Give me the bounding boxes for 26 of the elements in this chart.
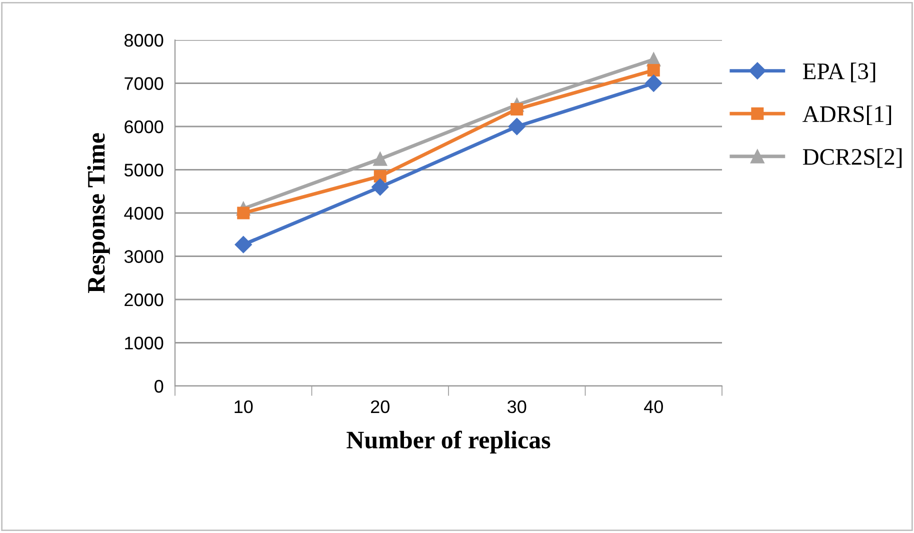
- legend-label: DCR2S[2]: [802, 148, 902, 168]
- x-axis-title: Number of replicas: [346, 430, 550, 454]
- point: [372, 178, 389, 196]
- y-tick-label: 0: [154, 380, 164, 393]
- point: [237, 206, 250, 220]
- y-tick-label: 7000: [124, 77, 164, 90]
- y-tick-label: 6000: [124, 120, 164, 134]
- x-tick-label: 40: [644, 400, 663, 414]
- legend-label: EPA [3]: [802, 62, 876, 82]
- point: [645, 74, 662, 92]
- y-tick-label: 5000: [124, 164, 164, 176]
- y-tick-label: 4000: [124, 206, 164, 220]
- point: [510, 102, 524, 116]
- point: [234, 236, 252, 254]
- point: [647, 64, 660, 77]
- y-tick-label: 8000: [124, 34, 164, 47]
- legend-label: ADRS[1]: [802, 105, 892, 126]
- x-tick-label: 10: [234, 400, 253, 414]
- point: [373, 152, 388, 166]
- x-tick-label: 30: [508, 400, 526, 414]
- point: [508, 118, 526, 136]
- y-tick-label: 1000: [125, 336, 164, 350]
- y-axis-title: Response Time: [87, 133, 110, 294]
- x-tick-label: 20: [370, 400, 390, 414]
- y-tick-label: 3000: [124, 250, 164, 263]
- y-tick-label: 2000: [124, 293, 164, 306]
